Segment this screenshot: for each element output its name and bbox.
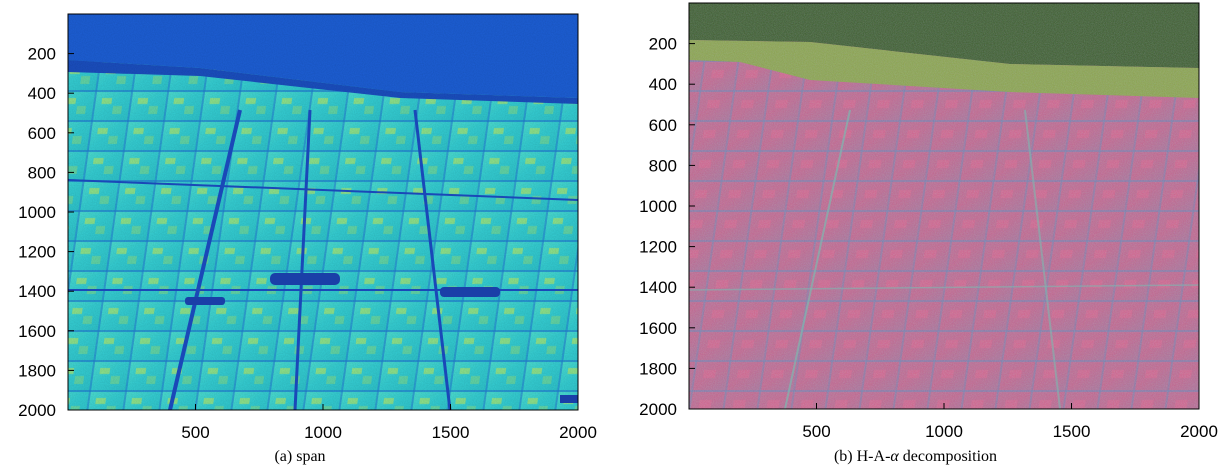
h-a-alpha-x-axis: 500 1000 1500 2000 (802, 403, 1218, 440)
x-tick-label: 1000 (304, 423, 342, 440)
y-tick-label: 1000 (639, 197, 677, 216)
span-caption: (a) span (274, 448, 326, 465)
h-a-alpha-caption: (b) H-A-α decomposition (610, 448, 1221, 466)
x-tick-label: 1500 (1053, 422, 1091, 440)
h-a-alpha-y-axis: 200 400 600 800 1000 1200 1400 1600 1800 2000 (639, 35, 695, 419)
caption-prefix: (b) H-A- (833, 448, 891, 465)
y-tick-label: 800 (28, 163, 56, 182)
y-tick-label: 800 (649, 156, 677, 175)
y-tick-label: 1200 (18, 243, 56, 262)
x-tick-label: 1000 (925, 422, 963, 440)
y-tick-label: 2000 (639, 400, 677, 419)
span-plot: 200 400 600 800 1000 1200 1400 1600 1800 2000 500… (18, 13, 597, 440)
y-tick-label: 1400 (18, 282, 56, 301)
x-tick-label: 2000 (559, 423, 597, 440)
y-tick-label: 1800 (18, 361, 56, 380)
y-tick-label: 600 (28, 124, 56, 143)
x-tick-label: 1500 (432, 423, 470, 440)
y-tick-label: 400 (28, 84, 56, 103)
y-tick-label: 1000 (18, 203, 56, 222)
span-image (67, 14, 579, 411)
y-tick-label: 1200 (639, 238, 677, 257)
y-tick-label: 1600 (18, 322, 56, 341)
y-tick-label: 400 (649, 75, 677, 94)
y-tick-label: 1800 (639, 359, 677, 378)
caption-suffix: decomposition (898, 448, 998, 465)
y-tick-label: 1400 (639, 278, 677, 297)
y-tick-label: 600 (649, 116, 677, 135)
caption-alpha-symbol: α (890, 448, 899, 465)
h-a-alpha-plot: 200 400 600 800 1000 1200 1400 1600 1800 2000 500… (639, 2, 1218, 440)
x-tick-label: 500 (181, 423, 209, 440)
span-x-axis: 500 1000 1500 2000 (181, 404, 597, 440)
y-tick-label: 1600 (639, 319, 677, 338)
span-y-axis: 200 400 600 800 1000 1200 1400 1600 1800 2000 (18, 45, 74, 420)
y-tick-label: 2000 (18, 401, 56, 420)
y-tick-label: 200 (649, 35, 677, 54)
h-a-alpha-image (688, 3, 1200, 410)
panel-span: 200 400 600 800 1000 1200 1400 1600 1800 2000 500… (0, 0, 600, 471)
panel-h-a-alpha: 200 400 600 800 1000 1200 1400 1600 1800 2000 500… (610, 0, 1221, 471)
x-tick-label: 2000 (1180, 422, 1218, 440)
x-tick-label: 500 (802, 422, 830, 440)
y-tick-label: 200 (28, 45, 56, 64)
